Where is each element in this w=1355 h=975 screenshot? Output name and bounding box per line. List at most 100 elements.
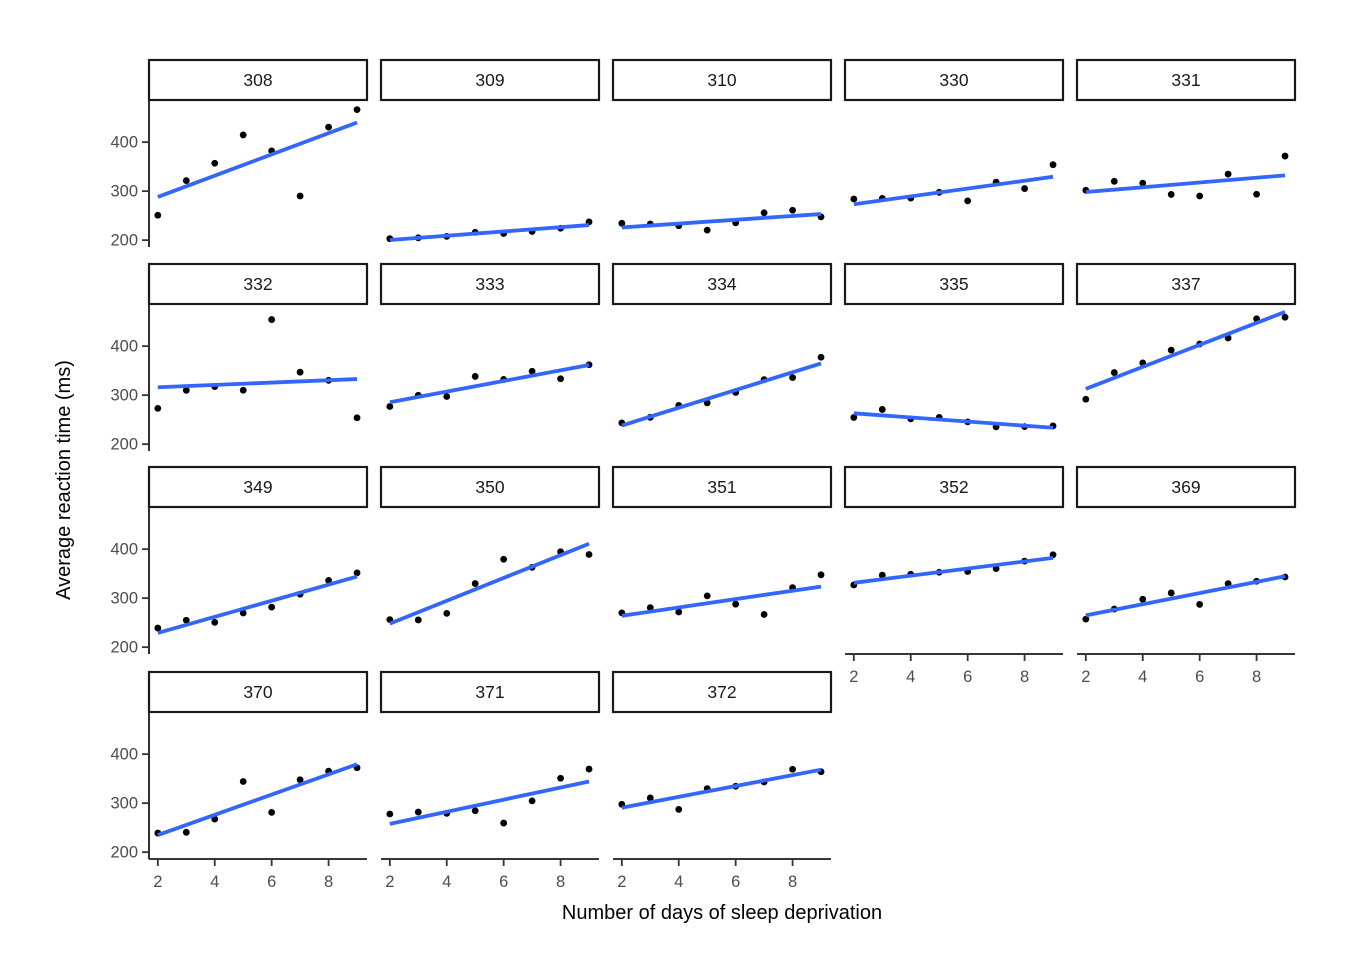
facet-strip-label: 308 bbox=[243, 70, 272, 90]
facet-strip bbox=[1075, 465, 1297, 509]
data-point bbox=[239, 131, 247, 139]
y-tick-label: 300 bbox=[110, 183, 138, 201]
trend-line bbox=[157, 574, 358, 635]
facet-strip-label: 310 bbox=[707, 70, 736, 90]
y-tick-label: 300 bbox=[110, 387, 138, 405]
data-point bbox=[1049, 161, 1057, 169]
x-tick-label: 6 bbox=[1195, 668, 1204, 686]
data-point bbox=[585, 551, 593, 558]
trend-line bbox=[853, 555, 1054, 585]
data-point bbox=[182, 616, 190, 624]
data-point bbox=[1281, 313, 1289, 321]
y-tick-label: 200 bbox=[110, 436, 138, 454]
x-tick-label: 8 bbox=[324, 873, 333, 891]
x-tick-label: 6 bbox=[267, 873, 276, 891]
data-point bbox=[353, 569, 361, 577]
data-point bbox=[850, 414, 858, 421]
data-point bbox=[1082, 395, 1090, 403]
y-tick-label: 200 bbox=[110, 639, 138, 657]
data-point bbox=[325, 576, 332, 584]
data-point bbox=[1139, 595, 1147, 603]
facet-strip bbox=[379, 58, 601, 102]
data-point bbox=[557, 375, 564, 383]
facet-strip bbox=[1075, 58, 1297, 102]
facet-strip bbox=[843, 262, 1065, 306]
trend-line bbox=[621, 212, 822, 230]
trend-line bbox=[621, 767, 822, 810]
data-point bbox=[443, 609, 451, 617]
data-point bbox=[386, 810, 394, 818]
data-point bbox=[443, 393, 451, 400]
data-point bbox=[414, 808, 422, 816]
facet-334: 334 bbox=[611, 262, 833, 428]
data-point bbox=[964, 197, 972, 205]
trend-line bbox=[157, 762, 358, 837]
trend-line bbox=[621, 584, 822, 618]
data-point bbox=[182, 177, 190, 185]
facet-strip bbox=[611, 262, 833, 306]
data-point bbox=[703, 226, 711, 234]
data-point bbox=[789, 374, 796, 382]
facet-strip-label: 337 bbox=[1171, 274, 1200, 294]
facet-372: 372 2 4 6 8 bbox=[611, 670, 833, 891]
data-point bbox=[154, 211, 162, 219]
x-tick-label: 2 bbox=[849, 668, 858, 686]
data-point bbox=[325, 123, 332, 131]
y-tick-label: 200 bbox=[110, 232, 138, 250]
facet-strip bbox=[147, 670, 369, 714]
data-point bbox=[353, 106, 361, 114]
x-tick-label: 4 bbox=[906, 668, 915, 686]
x-tick-label: 8 bbox=[1252, 668, 1261, 686]
x-tick-label: 2 bbox=[617, 873, 626, 891]
x-tick-label: 8 bbox=[788, 873, 797, 891]
trend-line bbox=[853, 174, 1054, 207]
data-point bbox=[500, 555, 508, 563]
facet-strip-label: 332 bbox=[243, 274, 272, 294]
y-tick-label: 300 bbox=[110, 590, 138, 608]
y-tick-label: 400 bbox=[110, 338, 138, 356]
facet-335: 335 bbox=[843, 262, 1065, 431]
trend-line bbox=[157, 377, 358, 390]
data-point bbox=[296, 192, 304, 200]
data-point bbox=[1224, 170, 1232, 178]
data-point bbox=[528, 367, 536, 375]
x-tick-label: 4 bbox=[210, 873, 219, 891]
trend-line bbox=[1085, 173, 1286, 194]
x-tick-label: 4 bbox=[1138, 668, 1147, 686]
y-tick-label: 300 bbox=[110, 795, 138, 813]
x-tick-label: 4 bbox=[674, 873, 683, 891]
facet-strip-label: 334 bbox=[707, 274, 736, 294]
y-tick-label: 400 bbox=[110, 134, 138, 152]
data-point bbox=[471, 580, 479, 587]
data-point bbox=[1196, 601, 1204, 608]
trend-line bbox=[621, 361, 822, 428]
data-point bbox=[1281, 152, 1289, 160]
data-point bbox=[154, 404, 162, 412]
x-tick-label: 8 bbox=[556, 873, 565, 891]
facet-strip-label: 331 bbox=[1171, 70, 1200, 90]
data-point bbox=[618, 219, 626, 227]
facet-350: 350 bbox=[379, 465, 601, 626]
data-point bbox=[732, 600, 740, 608]
trend-line bbox=[389, 779, 590, 826]
facet-panels: 308 200 300 400 309 310 330 331 332 200 300 400 333 3… bbox=[110, 58, 1297, 891]
data-point bbox=[239, 778, 247, 785]
x-tick-label: 6 bbox=[963, 668, 972, 686]
facet-strip-label: 370 bbox=[243, 682, 272, 702]
facet-310: 310 bbox=[611, 58, 833, 234]
x-axis-title: Number of days of sleep deprivation bbox=[562, 902, 882, 924]
data-point bbox=[353, 414, 361, 422]
facet-strip-label: 351 bbox=[707, 477, 736, 497]
data-point bbox=[789, 206, 796, 214]
data-point bbox=[585, 765, 593, 773]
data-point bbox=[386, 403, 394, 410]
facet-337: 337 bbox=[1075, 262, 1297, 403]
trend-line bbox=[1085, 310, 1286, 391]
facet-370: 370 200 300 400 2 4 6 8 bbox=[110, 670, 369, 891]
facet-strip bbox=[843, 58, 1065, 102]
facet-strip-label: 371 bbox=[475, 682, 504, 702]
facet-strip bbox=[147, 465, 369, 509]
data-point bbox=[1139, 179, 1147, 187]
facet-strip bbox=[147, 58, 369, 102]
facet-369: 369 2 4 6 8 bbox=[1075, 465, 1297, 686]
